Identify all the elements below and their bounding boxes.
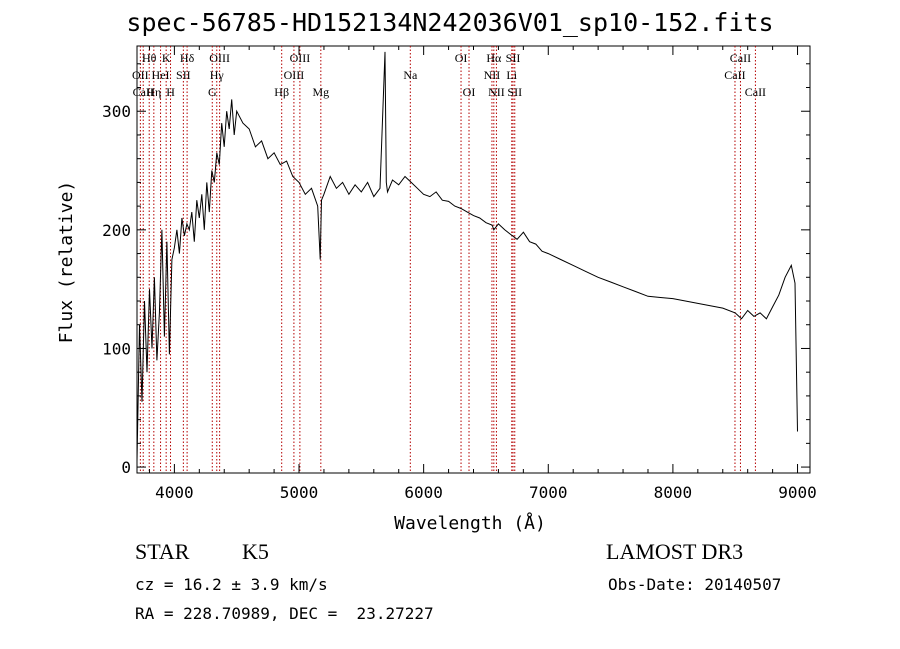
- line-marker-label: CaII: [724, 68, 745, 82]
- line-marker-label: Hδ: [180, 51, 195, 65]
- line-marker-label: Li: [506, 68, 517, 82]
- line-marker-label: NII: [488, 85, 505, 99]
- redshift-readout: cz = 16.2 ± 3.9 km/s: [135, 575, 328, 594]
- line-marker-label: CaII: [730, 51, 751, 65]
- x-tick-label: 7000: [529, 483, 568, 502]
- x-axis-label: Wavelength (Å): [394, 512, 546, 534]
- x-tick-label: 5000: [280, 483, 319, 502]
- line-marker-label: SII: [176, 68, 191, 82]
- y-tick-label: 200: [102, 221, 131, 240]
- plot-frame: [136, 45, 811, 474]
- line-marker-label: NII: [484, 68, 501, 82]
- line-marker-label: OI: [455, 51, 468, 65]
- line-marker-label: SII: [507, 85, 522, 99]
- line-marker-label: Na: [403, 68, 418, 82]
- line-marker-label: HeI: [152, 68, 170, 82]
- line-marker-label: CaII: [133, 85, 154, 99]
- line-marker-label: G: [208, 85, 217, 99]
- line-marker-label: OI: [463, 85, 476, 99]
- flux-series-line: [136, 51, 798, 462]
- line-marker-label: Hβ: [274, 85, 289, 99]
- obs-date: Obs-Date: 20140507: [608, 575, 782, 594]
- line-marker-label: Mg: [312, 85, 329, 99]
- y-tick-label: 300: [102, 102, 131, 121]
- line-marker-label: Hη: [146, 85, 161, 99]
- y-tick-label: 0: [121, 458, 131, 477]
- line-marker-label: Hα: [486, 51, 502, 65]
- x-tick-label: 6000: [404, 483, 443, 502]
- line-marker-label: SII: [506, 51, 521, 65]
- line-marker-label: OIII: [209, 51, 230, 65]
- object-subclass: K5: [242, 539, 269, 564]
- survey-name: LAMOST DR3: [606, 539, 744, 564]
- coordinates: RA = 228.70989, DEC = 23.27227: [135, 604, 434, 623]
- line-marker-label: OIII: [290, 51, 311, 65]
- object-class: STAR: [135, 539, 190, 564]
- line-marker-label: CaII: [745, 85, 766, 99]
- line-marker-label: H: [166, 85, 175, 99]
- line-marker-label: Hγ: [210, 68, 225, 82]
- x-tick-label: 9000: [778, 483, 817, 502]
- line-marker-label: Hθ: [142, 51, 157, 65]
- line-marker-label: OII: [132, 68, 149, 82]
- line-marker-label: OIII: [284, 68, 305, 82]
- chart-title: spec-56785-HD152134N242036V01_sp10-152.f…: [126, 8, 774, 37]
- y-tick-label: 100: [102, 339, 131, 358]
- x-tick-label: 8000: [654, 483, 693, 502]
- line-marker-label: K: [162, 51, 171, 65]
- axis-ticks: 4000 5000 6000 7000 8000 9000 0 100 200 300: [102, 46, 817, 502]
- x-tick-label: 4000: [155, 483, 194, 502]
- y-axis-label: Flux (relative): [56, 181, 77, 344]
